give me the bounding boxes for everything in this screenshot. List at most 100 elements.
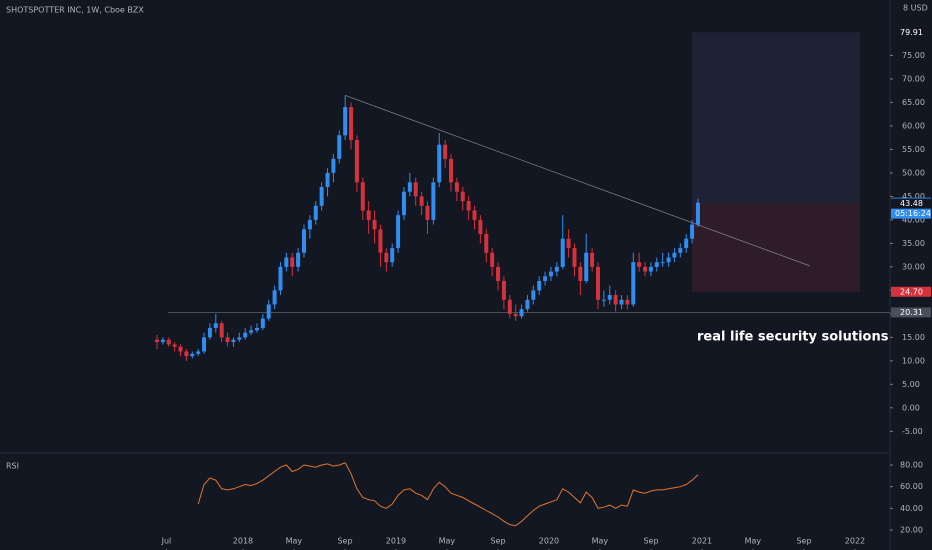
target-zone xyxy=(692,32,860,203)
candle-body xyxy=(625,299,630,305)
y-tick-label: 30.00 xyxy=(902,262,925,271)
candle-body xyxy=(619,299,624,305)
candle-body xyxy=(284,257,289,267)
candle-body xyxy=(337,135,342,159)
y-tick-label: 40.00 xyxy=(902,215,925,224)
y-tick-label: 15.00 xyxy=(902,333,925,342)
candle-body xyxy=(654,262,659,267)
candle-body xyxy=(437,144,442,183)
x-tick-label: Sep xyxy=(643,537,658,546)
x-tick-label: May xyxy=(286,537,303,546)
candle-body xyxy=(319,187,324,206)
candle-body xyxy=(584,252,589,281)
candle-body xyxy=(425,205,430,220)
candle-body xyxy=(690,224,695,239)
candle-body xyxy=(537,280,542,291)
candle-body xyxy=(490,252,495,267)
price-label-bg xyxy=(891,286,931,297)
candle-body xyxy=(660,262,665,264)
candle-body xyxy=(237,337,242,340)
candle-body xyxy=(343,107,348,136)
candle-body xyxy=(678,248,683,253)
candle-body xyxy=(178,346,183,352)
candle-body xyxy=(278,266,283,291)
candle-body xyxy=(501,280,506,300)
candle-body xyxy=(601,299,606,301)
rsi-tick-label: 40.00 xyxy=(900,504,923,513)
rsi-line xyxy=(197,462,699,527)
candle-body xyxy=(313,205,318,220)
candle-body xyxy=(160,339,165,343)
x-tick-label: 2018 xyxy=(233,537,253,546)
plot: -5.000.005.0010.0015.0020.0025.0030.0035… xyxy=(155,27,931,550)
price-label-bg xyxy=(891,27,931,38)
candle-body xyxy=(272,290,277,305)
candle-body xyxy=(560,238,565,267)
x-tick-label: 2022 xyxy=(845,537,865,546)
candle-body xyxy=(401,191,406,216)
y-tick-label: 65.00 xyxy=(902,98,925,107)
candle-body xyxy=(666,257,671,263)
x-tick-label: May xyxy=(439,537,456,546)
y-tick-label: 0.00 xyxy=(902,403,920,412)
candle-body xyxy=(613,295,618,305)
y-tick-label: 10.00 xyxy=(902,356,925,365)
candle-body xyxy=(307,219,312,230)
annotation: real life security solutions xyxy=(697,330,889,345)
candle-body xyxy=(443,144,448,159)
y-tick-label: 35.00 xyxy=(902,239,925,248)
candle-body xyxy=(349,107,354,141)
candle-body xyxy=(431,182,436,220)
candle-body xyxy=(231,339,236,343)
candle-body xyxy=(354,140,359,183)
candle-body xyxy=(531,290,536,300)
candle-body xyxy=(631,262,636,305)
candle-body xyxy=(213,323,218,328)
candle-body xyxy=(196,351,201,354)
candle-body xyxy=(648,266,653,272)
candle-body xyxy=(249,330,254,333)
candle-body xyxy=(543,276,548,281)
candle-body xyxy=(396,215,401,249)
candle-body xyxy=(225,337,230,343)
candle-body xyxy=(202,337,207,352)
countdown: 05:16:24 xyxy=(895,209,931,218)
candle-body xyxy=(472,210,477,220)
candle-body xyxy=(360,182,365,211)
candle-body xyxy=(572,248,577,267)
x-tick-label: May xyxy=(745,537,762,546)
x-tick-label: Sep xyxy=(490,537,505,546)
x-tick-label: 2019 xyxy=(386,537,406,546)
price-label: 43.48 xyxy=(900,199,923,208)
candle-body xyxy=(484,233,489,253)
candle-body xyxy=(290,257,295,267)
candle-body xyxy=(378,229,383,253)
candle-body xyxy=(519,309,524,317)
x-tick-label: Sep xyxy=(337,537,352,546)
candle-body xyxy=(554,266,559,272)
candle-body xyxy=(219,323,224,338)
candle-body xyxy=(466,201,471,211)
candle-body xyxy=(449,158,453,183)
y-tick-label: 5.00 xyxy=(902,380,920,389)
y-tick-label: -5.00 xyxy=(902,427,923,436)
candle-body xyxy=(695,202,700,225)
candle-body xyxy=(390,248,395,263)
candle-body xyxy=(578,266,583,281)
candle-body xyxy=(172,344,177,347)
candle-body xyxy=(243,332,248,338)
candle-body xyxy=(454,182,459,192)
x-tick-label: May xyxy=(592,537,609,546)
price-label: 24.70 xyxy=(900,287,923,296)
candle-body xyxy=(413,182,418,197)
candle-body xyxy=(596,266,600,300)
x-tick-label: Jul xyxy=(161,537,172,546)
indicator-label: RSI xyxy=(6,462,19,471)
y-tick-label: 55.00 xyxy=(902,145,925,154)
candle-body xyxy=(190,353,195,357)
trendline xyxy=(345,95,811,267)
candle-body xyxy=(672,252,677,258)
price-label-bg xyxy=(891,307,931,318)
candle-body xyxy=(207,327,212,338)
